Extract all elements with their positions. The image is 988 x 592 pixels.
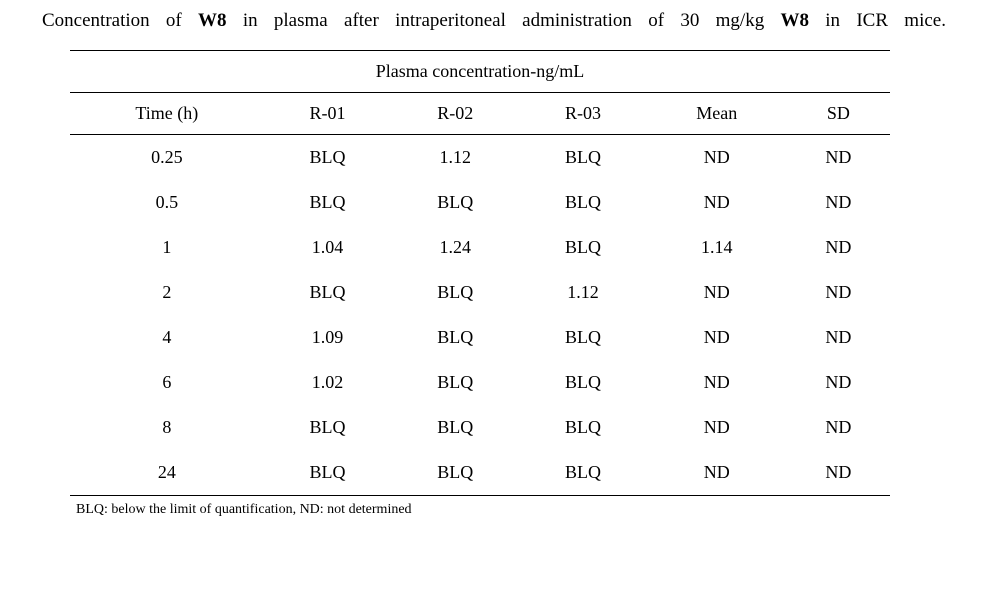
table-container: Plasma concentration-ng/mL Time (h) R-01…: [70, 50, 890, 518]
cell-r03: BLQ: [519, 450, 647, 496]
col-header-time: Time (h): [70, 93, 264, 135]
table-body: 0.25 BLQ 1.12 BLQ ND ND 0.5 BLQ BLQ BLQ …: [70, 135, 890, 496]
cell-r01: 1.02: [264, 360, 392, 405]
table-row: 8 BLQ BLQ BLQ ND ND: [70, 405, 890, 450]
plasma-concentration-table: Plasma concentration-ng/mL Time (h) R-01…: [70, 50, 890, 496]
title-part-1: Concentration of: [42, 10, 198, 31]
title-part-2: in plasma after intraperitoneal administ…: [227, 10, 781, 31]
cell-time: 0.25: [70, 135, 264, 181]
cell-sd: ND: [787, 225, 890, 270]
cell-time: 0.5: [70, 180, 264, 225]
cell-r02: BLQ: [391, 450, 519, 496]
cell-sd: ND: [787, 180, 890, 225]
cell-time: 6: [70, 360, 264, 405]
cell-mean: 1.14: [647, 225, 787, 270]
cell-r03: 1.12: [519, 270, 647, 315]
cell-r03: BLQ: [519, 315, 647, 360]
cell-sd: ND: [787, 315, 890, 360]
cell-r02: BLQ: [391, 315, 519, 360]
cell-r01: BLQ: [264, 405, 392, 450]
cell-time: 2: [70, 270, 264, 315]
figure-title: Concentration of W8 in plasma after intr…: [40, 10, 948, 32]
cell-r01: BLQ: [264, 180, 392, 225]
cell-r01: 1.09: [264, 315, 392, 360]
cell-r03: BLQ: [519, 360, 647, 405]
cell-r01: BLQ: [264, 135, 392, 181]
cell-sd: ND: [787, 270, 890, 315]
cell-mean: ND: [647, 135, 787, 181]
cell-sd: ND: [787, 360, 890, 405]
cell-mean: ND: [647, 360, 787, 405]
col-header-sd: SD: [787, 93, 890, 135]
table-row: 1 1.04 1.24 BLQ 1.14 ND: [70, 225, 890, 270]
cell-r03: BLQ: [519, 180, 647, 225]
cell-time: 8: [70, 405, 264, 450]
cell-mean: ND: [647, 315, 787, 360]
cell-r03: BLQ: [519, 405, 647, 450]
col-header-r03: R-03: [519, 93, 647, 135]
cell-r01: 1.04: [264, 225, 392, 270]
cell-sd: ND: [787, 405, 890, 450]
cell-mean: ND: [647, 450, 787, 496]
cell-r01: BLQ: [264, 270, 392, 315]
table-row: 24 BLQ BLQ BLQ ND ND: [70, 450, 890, 496]
cell-sd: ND: [787, 135, 890, 181]
cell-r02: 1.24: [391, 225, 519, 270]
table-row: 2 BLQ BLQ 1.12 ND ND: [70, 270, 890, 315]
cell-r02: BLQ: [391, 180, 519, 225]
col-header-r02: R-02: [391, 93, 519, 135]
cell-mean: ND: [647, 180, 787, 225]
title-bold-2: W8: [780, 10, 809, 31]
table-row: 6 1.02 BLQ BLQ ND ND: [70, 360, 890, 405]
cell-r02: BLQ: [391, 405, 519, 450]
title-part-3: in ICR mice.: [809, 10, 946, 31]
table-section-header-row: Plasma concentration-ng/mL: [70, 51, 890, 93]
cell-r02: 1.12: [391, 135, 519, 181]
table-row: 4 1.09 BLQ BLQ ND ND: [70, 315, 890, 360]
cell-r02: BLQ: [391, 270, 519, 315]
table-section-header: Plasma concentration-ng/mL: [70, 51, 890, 93]
cell-r03: BLQ: [519, 225, 647, 270]
cell-mean: ND: [647, 270, 787, 315]
cell-time: 4: [70, 315, 264, 360]
cell-sd: ND: [787, 450, 890, 496]
cell-time: 24: [70, 450, 264, 496]
table-column-header-row: Time (h) R-01 R-02 R-03 Mean SD: [70, 93, 890, 135]
cell-mean: ND: [647, 405, 787, 450]
table-row: 0.5 BLQ BLQ BLQ ND ND: [70, 180, 890, 225]
table-footnote: BLQ: below the limit of quantification, …: [70, 502, 890, 518]
table-row: 0.25 BLQ 1.12 BLQ ND ND: [70, 135, 890, 181]
col-header-mean: Mean: [647, 93, 787, 135]
cell-r03: BLQ: [519, 135, 647, 181]
cell-r01: BLQ: [264, 450, 392, 496]
title-bold-1: W8: [198, 10, 227, 31]
col-header-r01: R-01: [264, 93, 392, 135]
cell-r02: BLQ: [391, 360, 519, 405]
cell-time: 1: [70, 225, 264, 270]
